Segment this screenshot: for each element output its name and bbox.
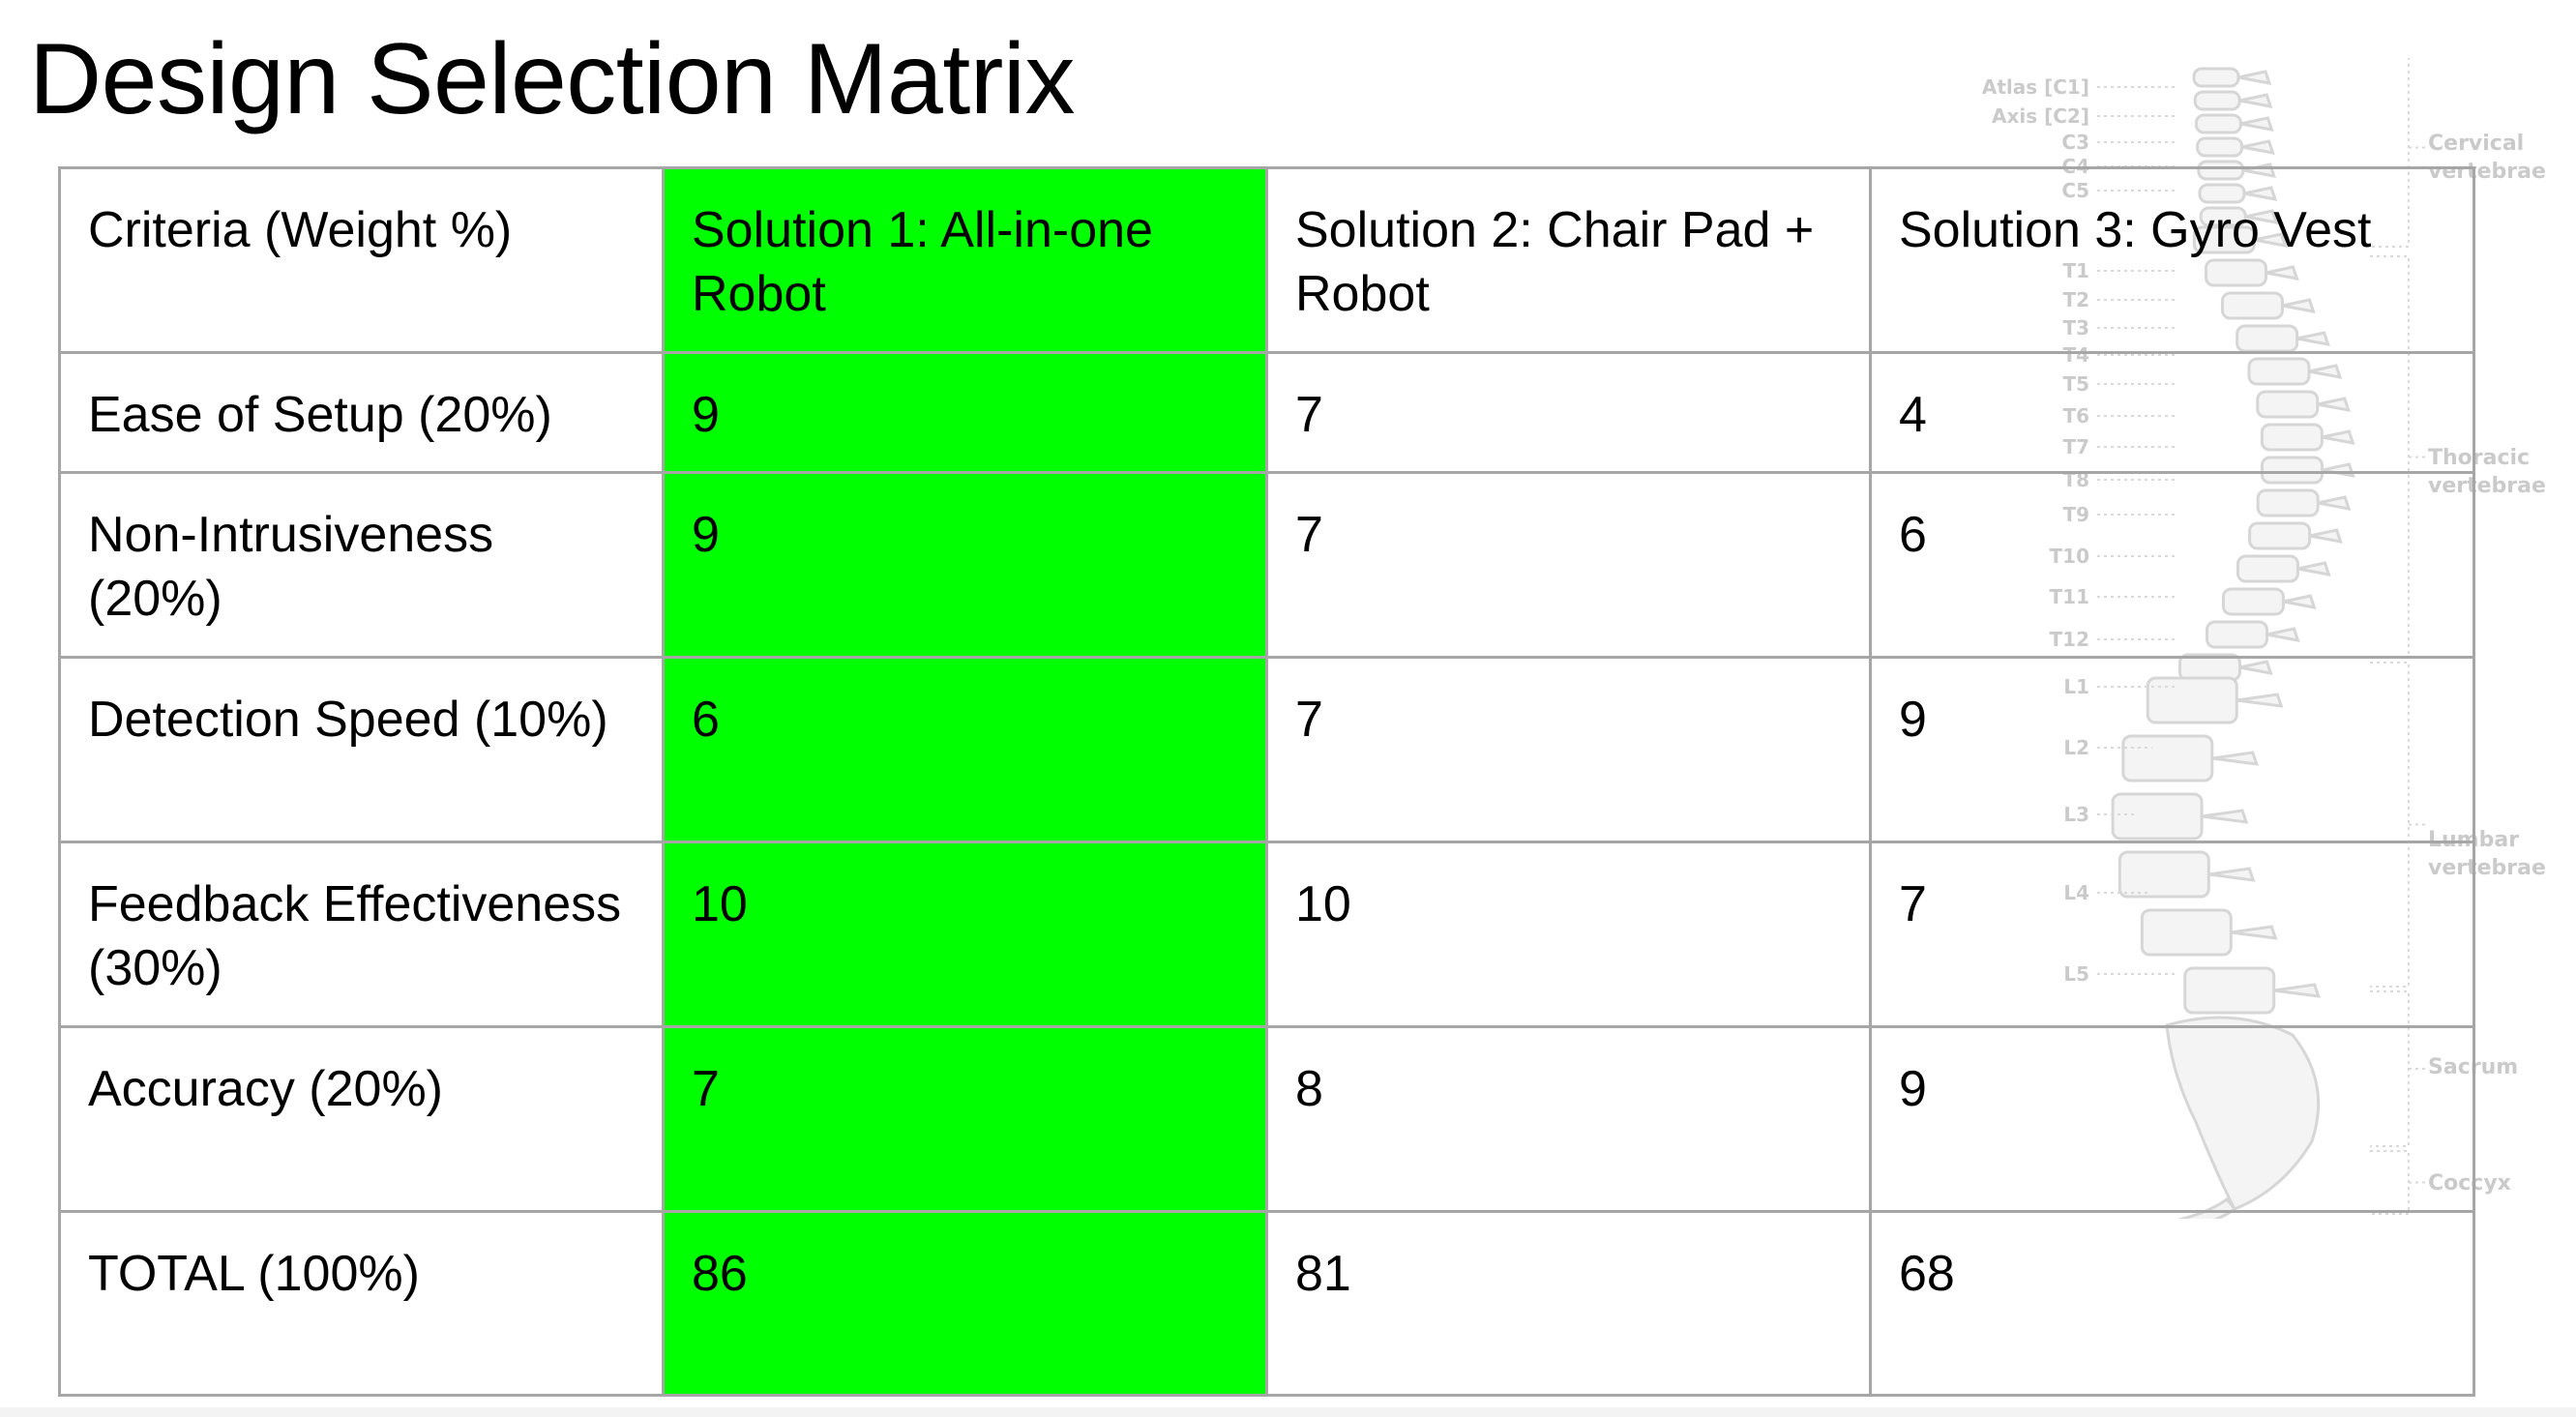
- vertebra-label: C3: [2061, 131, 2089, 154]
- table-row-accuracy: Accuracy (20%) 7 8 9: [58, 1024, 2475, 1213]
- score-cell-solution-2: 8: [1265, 1024, 1872, 1213]
- spinous-process: [2237, 70, 2272, 85]
- spinous-process: [2240, 116, 2274, 132]
- table-row-total: TOTAL (100%) 86 81 68: [58, 1209, 2475, 1398]
- criteria-cell: Feedback Effectiveness (30%): [58, 840, 665, 1028]
- spine-region-label: Cervical: [2428, 132, 2524, 156]
- criteria-cell: Accuracy (20%): [58, 1024, 665, 1213]
- vertebra-label: Axis [C2]: [1992, 104, 2089, 128]
- score-cell-solution-1: 6: [662, 655, 1268, 843]
- score-cell-solution-1: 9: [662, 351, 1268, 474]
- score-cell-solution-2: 10: [1265, 840, 1872, 1028]
- vertebra-label: Atlas [C1]: [1982, 75, 2089, 99]
- score-cell-solution-1: 10: [662, 840, 1268, 1028]
- score-cell-solution-2: 7: [1265, 351, 1872, 474]
- vertebra-body: [2192, 67, 2240, 88]
- vertebra-body: [2196, 136, 2244, 158]
- total-cell-solution-1: 86: [662, 1209, 1268, 1398]
- score-cell-solution-1: 7: [662, 1024, 1268, 1213]
- criteria-cell: Ease of Setup (20%): [58, 351, 665, 474]
- score-cell-solution-2: 7: [1265, 470, 1872, 659]
- header-criteria: Criteria (Weight %): [58, 165, 665, 355]
- score-cell-solution-3: 9: [1869, 1024, 2475, 1213]
- score-cell-solution-2: 7: [1265, 655, 1872, 843]
- score-cell-solution-3: 9: [1869, 655, 2475, 843]
- vertebra-body: [2193, 90, 2241, 111]
- table-row-detection-speed: Detection Speed (10%) 6 7 9: [58, 655, 2475, 843]
- score-cell-solution-3: 6: [1869, 470, 2475, 659]
- slide-bottom-edge: [0, 1407, 2576, 1417]
- score-cell-solution-3: 7: [1869, 840, 2475, 1028]
- spinous-process: [2238, 93, 2273, 108]
- vertebra-body: [2194, 113, 2242, 134]
- table-row-ease-of-setup: Ease of Setup (20%) 9 7 4: [58, 351, 2475, 474]
- table-row-non-intrusiveness: Non-Intrusiveness (20%) 9 7 6: [58, 470, 2475, 659]
- table-row-feedback-effectiveness: Feedback Effectiveness (30%) 10 10 7: [58, 840, 2475, 1028]
- score-cell-solution-1: 9: [662, 470, 1268, 659]
- criteria-cell: Non-Intrusiveness (20%): [58, 470, 665, 659]
- design-selection-matrix-table: Criteria (Weight %) Solution 1: All-in-o…: [58, 165, 2475, 1398]
- score-cell-solution-3: 4: [1869, 351, 2475, 474]
- slide-title: Design Selection Matrix: [29, 23, 1075, 135]
- criteria-cell: Detection Speed (10%): [58, 655, 665, 843]
- total-cell-solution-3: 68: [1869, 1209, 2475, 1398]
- total-cell-solution-2: 81: [1265, 1209, 1872, 1398]
- header-solution-3: Solution 3: Gyro Vest: [1869, 165, 2475, 355]
- header-solution-2: Solution 2: Chair Pad + Robot: [1265, 165, 1872, 355]
- header-solution-1: Solution 1: All-in-one Robot: [662, 165, 1268, 355]
- criteria-cell-total: TOTAL (100%): [58, 1209, 665, 1398]
- spinous-process: [2241, 139, 2275, 155]
- table-header-row: Criteria (Weight %) Solution 1: All-in-o…: [58, 165, 2475, 355]
